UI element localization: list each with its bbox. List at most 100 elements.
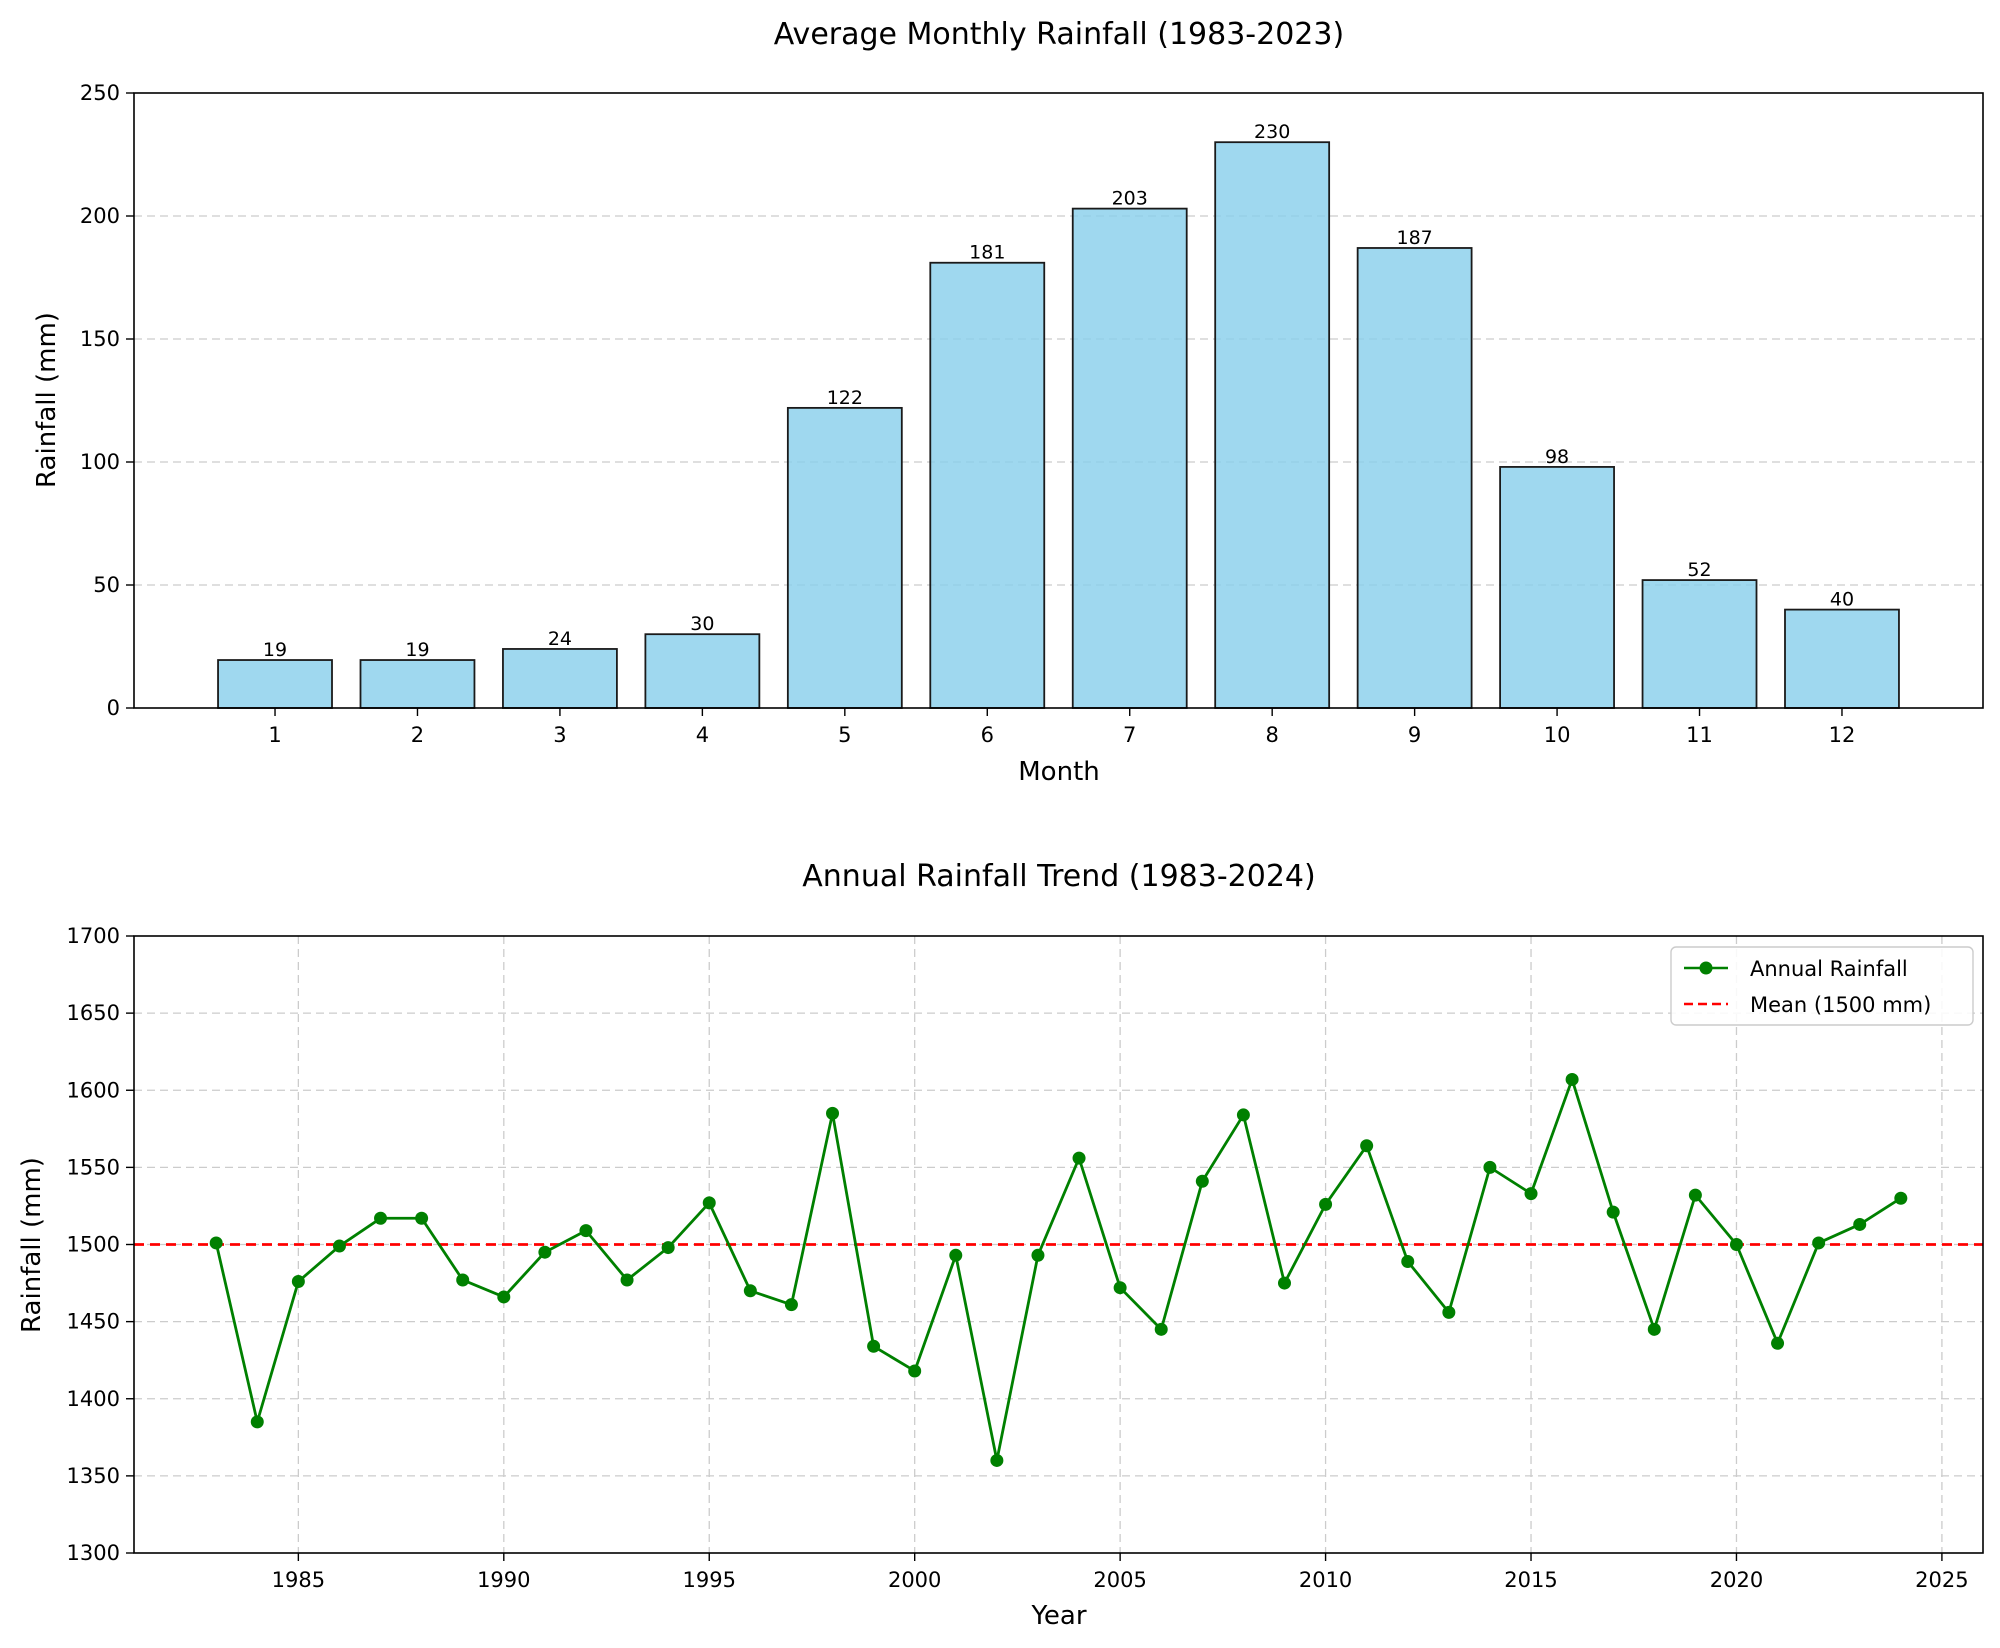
- data-point-2007: [1195, 1174, 1209, 1188]
- bar-chart-y-ticks: 0 50 100 150 200 250: [80, 81, 134, 720]
- bar-data-label: 19: [263, 639, 287, 661]
- monthly-rainfall-bar-chart: Average Monthly Rainfall (1983-2023) 19 1…: [32, 17, 1984, 787]
- data-point-1984: [250, 1415, 264, 1429]
- bar-data-label: 98: [1545, 446, 1569, 468]
- bar-month-11: [1641, 579, 1758, 709]
- y-tick-label: 1450: [67, 1310, 120, 1334]
- data-point-2014: [1483, 1160, 1497, 1174]
- data-point-1986: [332, 1239, 346, 1253]
- x-tick-label: 5: [838, 723, 851, 747]
- data-point-2009: [1277, 1276, 1291, 1290]
- legend-label-annual: Annual Rainfall: [1750, 957, 1908, 981]
- x-axis-label: Month: [1018, 757, 1100, 787]
- data-point-1983: [209, 1236, 223, 1250]
- data-point-1989: [456, 1273, 470, 1287]
- bar-month-10: [1499, 466, 1615, 709]
- bar-chart-plot-frame: [133, 92, 1984, 709]
- y-tick-label: 200: [80, 204, 120, 228]
- bar-chart-x-ticks: 1 2 3 4 5 6 7 8 9 10 11 12: [268, 708, 1855, 747]
- bar-month-2: [359, 659, 476, 709]
- data-point-1997: [784, 1298, 798, 1312]
- data-point-1985: [291, 1275, 305, 1289]
- x-tick-label: 2015: [1504, 1568, 1557, 1592]
- data-point-2004: [1072, 1151, 1086, 1165]
- bar-month-5: [786, 406, 903, 709]
- bar-data-label: 24: [548, 628, 572, 650]
- x-tick-label: 2025: [1915, 1568, 1968, 1592]
- y-tick-label: 1600: [67, 1078, 120, 1102]
- y-tick-label: 1700: [67, 924, 120, 948]
- x-tick-label: 1990: [477, 1568, 530, 1592]
- bar-month-8: [1214, 141, 1331, 709]
- x-tick-label: 1995: [683, 1568, 736, 1592]
- data-point-2018: [1647, 1322, 1661, 1336]
- data-point-1988: [415, 1211, 429, 1225]
- annual-rainfall-points: [209, 1072, 1908, 1467]
- data-point-1998: [826, 1106, 840, 1120]
- bar-month-1: [217, 659, 333, 709]
- bar-chart-bars: [217, 141, 1900, 709]
- data-point-2003: [1031, 1248, 1045, 1262]
- chart-title: Annual Rainfall Trend (1983-2024): [802, 859, 1315, 894]
- bar-chart-gridlines: [134, 215, 1983, 586]
- data-point-2019: [1688, 1188, 1702, 1202]
- x-tick-label: 4: [696, 723, 709, 747]
- data-point-2021: [1771, 1336, 1785, 1350]
- y-tick-label: 50: [93, 573, 120, 597]
- y-tick-label: 1650: [67, 1001, 120, 1025]
- data-point-2002: [990, 1453, 1004, 1467]
- y-tick-label: 1400: [67, 1387, 120, 1411]
- bar-data-label: 52: [1687, 559, 1711, 581]
- x-tick-label: 12: [1829, 723, 1856, 747]
- x-tick-label: 2020: [1710, 1568, 1763, 1592]
- x-tick-label: 6: [981, 723, 994, 747]
- data-point-1990: [497, 1290, 511, 1304]
- bar-month-4: [644, 633, 761, 709]
- data-point-2012: [1401, 1254, 1415, 1268]
- bar-data-label: 230: [1254, 121, 1290, 143]
- data-point-1996: [743, 1284, 757, 1298]
- data-point-2020: [1729, 1238, 1743, 1251]
- data-point-2001: [949, 1248, 963, 1262]
- bar-chart-data-labels: 19 19 24 30 122 181 203 230 187 98 52 40: [263, 121, 1854, 661]
- y-tick-label: 1300: [67, 1541, 120, 1565]
- y-tick-label: 0: [107, 696, 120, 720]
- data-point-2006: [1154, 1322, 1168, 1336]
- x-tick-label: 10: [1544, 723, 1571, 747]
- legend: Annual Rainfall Mean (1500 mm): [1670, 946, 1974, 1026]
- data-point-2024: [1894, 1191, 1908, 1205]
- x-tick-label: 7: [1123, 723, 1136, 747]
- x-axis-label: Year: [1030, 1601, 1086, 1631]
- bar-data-label: 19: [405, 639, 429, 661]
- data-point-1992: [579, 1224, 593, 1238]
- y-tick-label: 1500: [67, 1233, 120, 1257]
- data-point-1993: [620, 1273, 634, 1287]
- data-point-2022: [1812, 1236, 1826, 1250]
- annual-rainfall-line-chart: Annual Rainfall Trend (1983-2024) 130013…: [17, 859, 1984, 1631]
- data-point-2015: [1524, 1187, 1538, 1201]
- x-tick-label: 11: [1686, 723, 1713, 747]
- x-tick-label: 1: [268, 723, 281, 747]
- bar-month-6: [929, 261, 1046, 709]
- bar-data-label: 203: [1112, 188, 1148, 210]
- y-axis-label: Rainfall (mm): [32, 312, 62, 488]
- x-tick-label: 8: [1265, 723, 1278, 747]
- x-tick-label: 9: [1408, 723, 1421, 747]
- data-point-2005: [1113, 1281, 1127, 1295]
- x-tick-label: 3: [553, 723, 566, 747]
- y-tick-label: 1350: [67, 1464, 120, 1488]
- y-tick-label: 1550: [67, 1155, 120, 1179]
- data-point-1987: [374, 1211, 388, 1225]
- bar-month-7: [1071, 207, 1188, 709]
- legend-box: [1670, 946, 1974, 1026]
- data-point-1994: [661, 1241, 675, 1255]
- bar-month-9: [1356, 247, 1473, 709]
- legend-marker-annual: [1699, 961, 1713, 975]
- data-point-2010: [1319, 1197, 1333, 1211]
- bar-data-label: 181: [969, 242, 1005, 264]
- bar-data-label: 122: [827, 387, 863, 409]
- line-chart-y-ticks: 1300 1350 1400 1450 1500 1550 1600 1650 1700: [67, 924, 134, 1565]
- y-tick-label: 150: [80, 327, 120, 351]
- y-tick-label: 250: [80, 81, 120, 105]
